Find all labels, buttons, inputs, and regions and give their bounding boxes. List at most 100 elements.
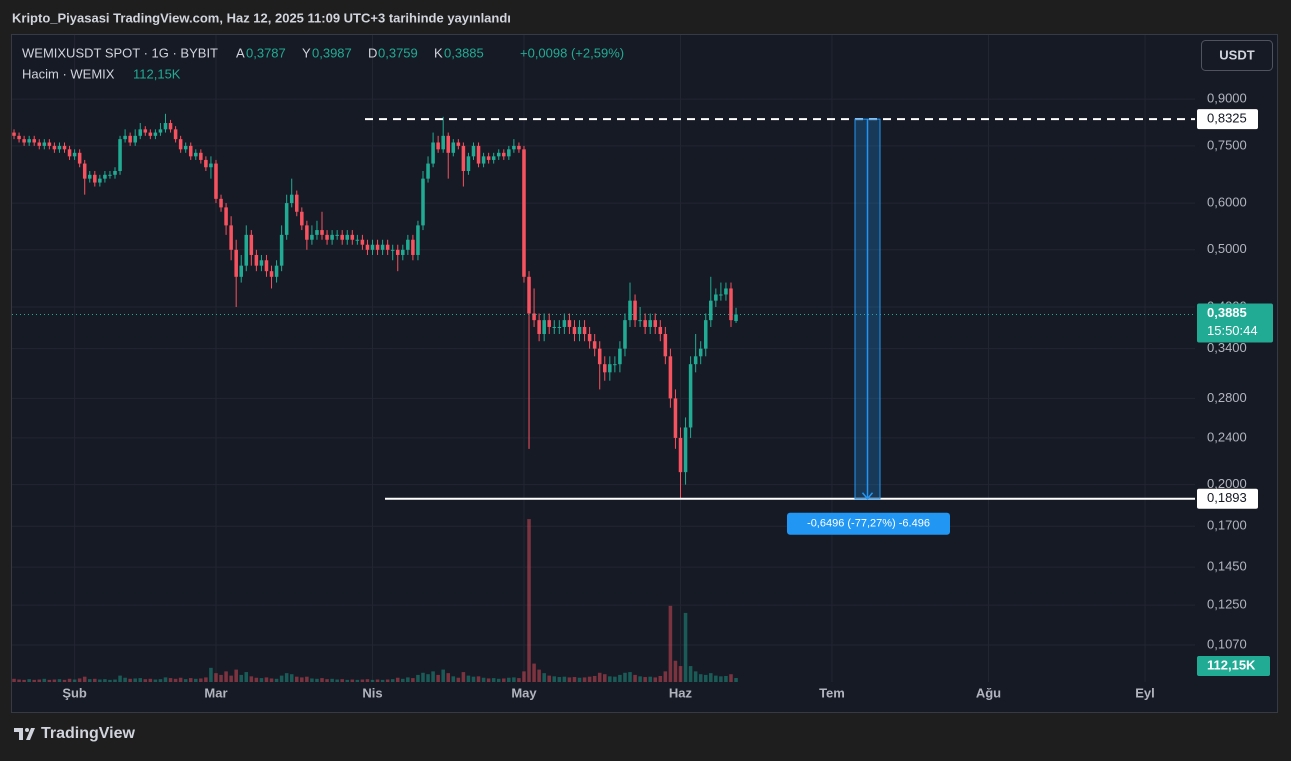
candle-body [269,271,274,277]
candle-body [532,313,536,321]
candle-body [643,320,647,327]
volume-value: 112,15K [133,66,181,81]
volume-bar [239,674,243,682]
candle-body [365,244,370,250]
volume-bar [724,675,728,682]
candle-body [163,123,168,130]
volume-bar [734,678,738,682]
candle-body [204,159,208,168]
candle-body [17,135,21,140]
candle-body [194,152,198,157]
volume-bar [325,679,329,682]
candle-body [77,152,82,164]
volume-bar [613,676,617,682]
ohlc-key: A [236,45,245,60]
volume-bar [714,675,718,682]
candle-body [547,320,551,327]
candle-body [168,123,173,130]
volume-bar [123,677,127,682]
candle-body [335,234,339,236]
volume-bar [633,674,637,682]
volume-bar [62,679,67,682]
y-tick-label: 0,5000 [1207,241,1247,256]
volume-bar [552,676,557,682]
candle-body [486,156,491,160]
volume-bar [370,679,375,682]
logo-dot [25,728,29,732]
volume-bar [244,672,249,682]
chart-panel [11,34,1278,713]
volume-bar [557,677,562,682]
ohlc-value: 0,3787 [246,45,286,60]
volume-bar [693,671,698,682]
candle-body [330,234,334,240]
volume-bar [658,675,663,682]
candle-body [587,333,592,342]
volume-bar [577,677,582,682]
volume-bar [517,678,521,682]
volume-bar [209,667,213,682]
volume-bar [340,679,344,682]
volume-bar [688,666,693,682]
last-price-label: 0,3885 [1207,305,1247,320]
volume-axis-label: 112,15K [1207,657,1256,672]
candle-body [67,149,72,157]
candle-body [123,135,127,140]
volume-bar [385,679,390,682]
volume-bar [108,679,112,682]
volume-bar [592,675,597,682]
candle-body [27,139,31,143]
volume-bar [158,679,163,682]
level-label: 0,1893 [1207,490,1247,505]
candle-body [183,145,188,150]
candle-body [355,239,360,241]
x-tick-label: Haz [669,685,693,700]
candle-body [582,326,587,334]
candle-body [244,234,249,266]
volume-bar [163,677,168,682]
candle-body [522,149,526,277]
volume-bar [52,679,57,682]
volume-bar [481,677,486,682]
candle-body [426,163,430,179]
candle-body [98,178,102,183]
volume-bar [390,679,395,682]
candle-body [734,314,738,322]
volume-bar [719,676,723,682]
volume-bar [118,675,122,682]
currency-button-label[interactable]: USDT [1219,47,1254,62]
volume-bar [532,663,536,682]
candle-body [456,142,461,146]
ohlc-key: Y [302,45,311,60]
candle-body [284,203,289,235]
volume-bar [194,678,198,682]
volume-bar [411,678,415,682]
candle-body [512,145,516,150]
volume-bar [330,678,334,682]
candle-body [527,276,531,314]
y-tick-label: 0,2000 [1207,476,1247,491]
volume-bar [360,679,365,682]
candle-body [602,364,607,373]
volume-bar [199,678,203,682]
candle-body [724,288,728,295]
volume-bar [335,679,339,682]
candle-body [390,249,395,251]
candle-body [72,152,77,157]
candle-body [224,207,228,226]
grid [12,35,1195,682]
volume-bar [284,673,289,682]
candle-body [310,234,314,240]
volume-bar [466,675,471,682]
volume-bar [496,678,501,682]
volume-bar [451,676,456,682]
candle-body [613,364,617,366]
candle-body [466,156,471,171]
candle-body [340,234,344,240]
volume-bar [512,677,516,682]
volume-bar [668,605,673,682]
volume-bar [12,678,16,682]
currency-button[interactable] [1201,40,1273,71]
volume-bar [547,675,551,682]
y-tick-label: 0,9000 [1207,91,1247,106]
